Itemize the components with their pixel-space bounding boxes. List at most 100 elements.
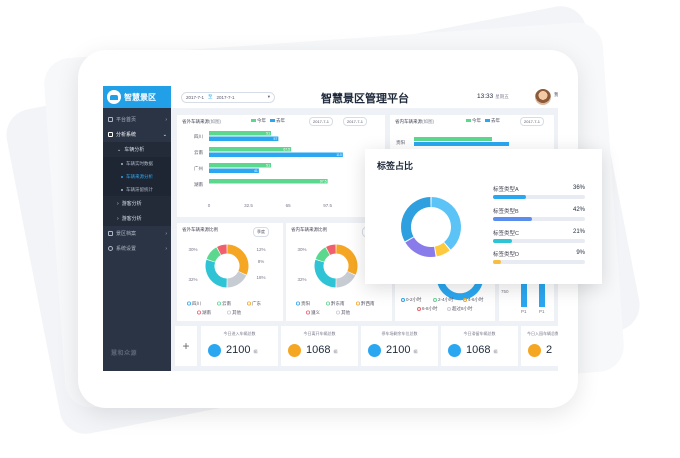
- time-value: 13:33: [477, 93, 494, 100]
- progress-track: [493, 239, 585, 243]
- kpi-title: 今日滞留车辆总数: [463, 331, 496, 336]
- legend-label: 湖南: [202, 309, 211, 316]
- donut-slice: [205, 259, 228, 288]
- progress-fill: [493, 260, 502, 264]
- donut-slice: [226, 244, 249, 275]
- date-select[interactable]: 2017-7-1: [309, 117, 334, 126]
- sidebar-item-label: 平台首页: [116, 117, 137, 123]
- tag-percent: 42%: [572, 207, 585, 213]
- home-icon: [108, 117, 113, 122]
- x-tick-label: 0: [208, 203, 211, 208]
- tag-percent: 9%: [576, 250, 585, 256]
- legend-item: 4-6小时: [463, 297, 484, 303]
- legend-marker: [247, 301, 252, 306]
- donut-slice: [434, 242, 450, 257]
- page-title: 智慧景区管理平台: [321, 93, 409, 105]
- sidebar-item-stay[interactable]: 车辆滞留统计: [103, 183, 171, 196]
- donut-slice: [326, 244, 337, 256]
- tag-ratio-card: 标签占比 标签类型A 36% 标签类型B 42% 标签类型C 21% 标签类型D…: [365, 149, 602, 284]
- date-select[interactable]: 2017-7-1: [343, 117, 368, 126]
- archive-icon: [108, 231, 113, 236]
- x-tick-label: 32.5: [244, 203, 253, 208]
- car-icon: [288, 344, 301, 357]
- legend-item: 2-4小时: [433, 297, 454, 303]
- date-separator: 至: [208, 94, 213, 99]
- sidebar-item-source[interactable]: 车辆来源分析: [103, 170, 171, 183]
- sidebar-item-archive[interactable]: 景区档案 ›: [103, 226, 171, 241]
- bar: [209, 136, 279, 141]
- tag-label: 标签类型C: [493, 231, 519, 237]
- date-select[interactable]: 2017-7-1: [520, 117, 545, 126]
- donut-fragment: [437, 281, 483, 301]
- kpi-title: 今日进入车辆总数: [223, 331, 256, 336]
- chevron-right-icon: ›: [165, 245, 167, 252]
- donut-slice: [217, 244, 228, 256]
- legend-item: 6-8小时: [417, 306, 438, 312]
- data-label: 67.5: [283, 148, 290, 152]
- card-title: 标签占比: [377, 161, 414, 171]
- gear-icon: [108, 246, 113, 251]
- bullet-icon: [121, 175, 123, 178]
- brand-logo[interactable]: 智慧景区: [103, 86, 171, 108]
- sidebar-item-settings[interactable]: 系统设置 ›: [103, 241, 171, 256]
- legend-marker: [336, 310, 341, 315]
- progress-fill: [493, 239, 513, 243]
- legend-item: 今年: [466, 118, 481, 124]
- sidebar-item-realtime[interactable]: 车辆实时数据: [103, 157, 171, 170]
- legend-item: 今年: [251, 118, 266, 124]
- legend-label: 黔西南: [361, 300, 375, 307]
- kpi-card: 今日入园车辆总数 2: [521, 326, 558, 366]
- sidebar-item-label: 车辆滞留统计: [126, 186, 153, 192]
- date-range-picker[interactable]: 2017-7-1 至 2017-7-1 ▾: [181, 91, 275, 103]
- user-initial[interactable]: 我: [554, 92, 558, 97]
- kpi-card: 今日离开车辆总数 1068 辆: [281, 326, 358, 366]
- chart-icon: [108, 132, 113, 137]
- weekday: 星期五: [495, 94, 509, 99]
- chart-legend: 今年 去年: [251, 118, 285, 124]
- tag-percent: 21%: [572, 229, 585, 235]
- add-widget-button[interactable]: +: [175, 326, 197, 366]
- sidebar-item-tourist-1[interactable]: › 游客分析: [103, 196, 171, 211]
- sidebar-item-tourist-2[interactable]: › 游客分析: [103, 211, 171, 226]
- kpi-card: 停车场剩余车位总数 2100 辆: [361, 326, 438, 366]
- progress-track: [493, 217, 585, 221]
- tag-row-d: 标签类型D 9%: [493, 250, 585, 264]
- sidebar-item-vehicle-analysis[interactable]: ⌄ 车辆分析: [103, 142, 171, 157]
- brand-name: 智慧景区: [124, 92, 156, 102]
- data-label: 51: [266, 164, 270, 168]
- legend-marker: [217, 301, 222, 306]
- bullet-icon: [121, 162, 123, 165]
- chevron-right-icon: ›: [165, 116, 167, 123]
- data-label: 57: [273, 137, 277, 141]
- slice-label: 32%: [297, 277, 306, 282]
- slice-label: 30%: [297, 247, 306, 252]
- category-label: 贵阳: [396, 140, 405, 145]
- progress-fill: [493, 217, 532, 221]
- chevron-down-icon: ⌄: [117, 146, 122, 153]
- sidebar-item-home[interactable]: 平台首页 ›: [103, 112, 171, 127]
- sidebar: 智慧景区 平台首页 › 分析系统 ⌄ ⌄ 车辆分析 车辆实时数据: [103, 86, 171, 371]
- legend-label: 其他: [232, 309, 241, 316]
- sidebar-item-label: 车辆实时数据: [126, 160, 153, 166]
- legend-label: 广东: [252, 300, 261, 307]
- legend-marker: [295, 301, 300, 306]
- chevron-right-icon: ›: [117, 215, 119, 222]
- avatar[interactable]: [535, 89, 551, 105]
- category-label: 四川: [194, 134, 203, 139]
- legend-marker: [326, 301, 331, 306]
- period-select[interactable]: 季度: [253, 227, 269, 237]
- tag-label: 标签类型D: [493, 252, 519, 258]
- category-label: 广州: [194, 165, 203, 172]
- sidebar-item-label: 游客分析: [121, 216, 142, 222]
- kpi-value: 2: [546, 344, 553, 356]
- legend-marker: [305, 310, 310, 315]
- donut-slice: [226, 271, 247, 288]
- legend-item: 超过8小时: [447, 306, 473, 312]
- sidebar-item-analysis[interactable]: 分析系统 ⌄: [103, 127, 171, 142]
- category-label: 湖南: [194, 181, 203, 188]
- chevron-down-icon: ▾: [267, 94, 270, 99]
- donut-slice: [401, 197, 431, 242]
- bar: [414, 142, 509, 146]
